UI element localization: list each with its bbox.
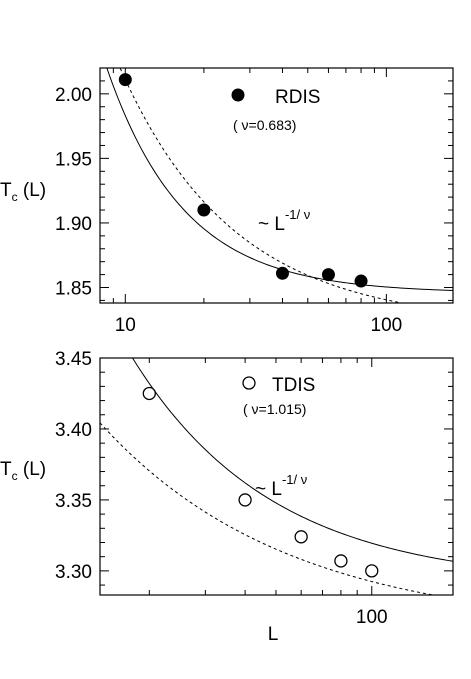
fit-curve-dashed bbox=[100, 422, 436, 595]
data-point bbox=[365, 564, 379, 578]
data-point bbox=[142, 386, 156, 401]
y-tick-label: 1.90 bbox=[55, 214, 92, 235]
fit-formula-label: ~ L-1/ ν bbox=[258, 207, 310, 235]
data-point bbox=[275, 266, 289, 280]
fit-formula-label: ~ L-1/ ν bbox=[255, 472, 307, 500]
legend-marker bbox=[242, 376, 256, 390]
data-point bbox=[354, 274, 368, 288]
legend-marker bbox=[231, 88, 245, 102]
data-point bbox=[118, 73, 132, 87]
y-tick-label: 3.45 bbox=[55, 349, 92, 370]
data-point bbox=[197, 203, 211, 217]
legend-label: TDIS bbox=[272, 375, 315, 396]
fit-curve-solid bbox=[106, 68, 453, 291]
y-tick-label: 3.35 bbox=[55, 491, 92, 512]
y-axis-label: Tc (L) bbox=[0, 180, 46, 204]
y-axis-label: Tc (L) bbox=[0, 459, 46, 483]
x-tick-label: 100 bbox=[371, 315, 403, 336]
y-tick-label: 3.40 bbox=[55, 420, 92, 441]
legend-label: RDIS bbox=[275, 87, 320, 108]
nu-annotation: ( ν=1.015) bbox=[243, 401, 306, 417]
plot-frame bbox=[99, 357, 454, 596]
x-axis-label: L bbox=[268, 624, 279, 645]
x-tick-label: 100 bbox=[356, 607, 388, 628]
x-tick-label: 10 bbox=[115, 315, 136, 336]
data-point bbox=[294, 530, 308, 544]
y-tick-label: 1.85 bbox=[55, 279, 92, 300]
data-point bbox=[321, 268, 335, 282]
panel-rdis: 1.85 1.90 1.95 2.00 10 100 RDIS ( ν=0.683) ~ L-1… bbox=[0, 67, 454, 336]
y-tick-label: 1.95 bbox=[55, 149, 92, 170]
fit-curve-solid bbox=[131, 358, 453, 562]
fit-curve-dashed bbox=[119, 68, 405, 303]
data-point bbox=[334, 554, 348, 568]
panel-tdis: 3.30 3.35 3.40 3.45 100 TDIS ( ν=1.015) ~ L-1/ … bbox=[0, 349, 454, 645]
y-tick-label: 3.30 bbox=[55, 562, 92, 583]
plot-frame bbox=[99, 67, 454, 304]
y-tick-label: 2.00 bbox=[55, 85, 92, 106]
nu-annotation: ( ν=0.683) bbox=[233, 117, 296, 133]
data-point bbox=[238, 493, 252, 507]
